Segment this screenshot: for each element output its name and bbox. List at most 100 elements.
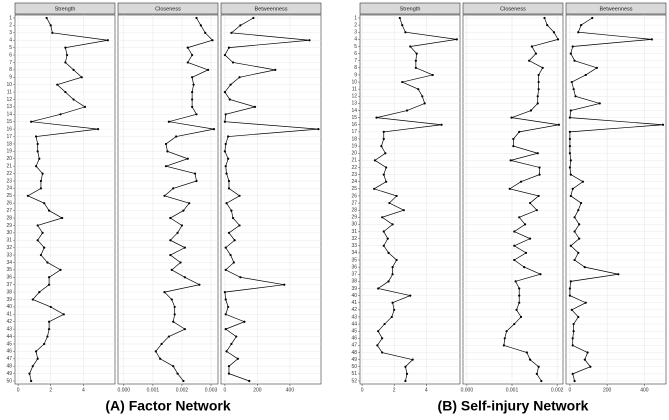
point [573,258,576,262]
point [243,320,246,323]
y-tick-label: 25 [351,186,357,192]
point [46,261,49,264]
y-tick-label: 31 [6,238,12,244]
point [519,180,523,183]
point [227,365,231,368]
y-tick-label: 13 [351,101,357,107]
point [41,172,44,175]
point [431,73,434,77]
point [223,90,227,94]
point [569,194,572,198]
point [227,231,231,234]
point [235,335,238,338]
point [570,308,573,311]
point [584,73,587,77]
point [617,273,620,276]
point [579,24,583,27]
point [528,201,532,205]
point [179,261,182,264]
point [523,266,526,269]
point [577,209,580,212]
x-tick-label: 400 [286,387,295,393]
point [28,372,31,375]
point [96,128,100,131]
y-tick-label: 12 [6,97,12,103]
point [159,357,162,360]
point [238,224,241,227]
point [573,230,576,233]
y-tick-label: 10 [351,79,357,85]
facet-label: Betweenness [599,6,632,12]
y-tick-label: 31 [351,229,357,235]
point [388,201,391,205]
point [409,45,412,48]
point [382,173,385,176]
point [377,287,380,290]
point [391,266,394,269]
point [204,31,207,34]
point [373,187,376,190]
point [224,268,227,271]
point [595,66,599,69]
point [61,216,64,220]
point [568,137,572,141]
point [584,301,587,304]
point [173,313,176,316]
y-tick-label: 49 [351,357,357,363]
point [528,237,532,240]
point [223,150,227,153]
point [573,59,576,62]
point [508,187,511,190]
point [382,230,385,233]
point [191,90,194,94]
y-tick-label: 46 [6,349,12,355]
y-tick-label: 48 [6,364,12,370]
y-tick-label: 24 [351,179,357,185]
y-tick-label: 41 [351,300,357,306]
point [26,194,29,197]
point [183,276,186,279]
y-tick-label: 43 [351,314,357,320]
y-tick-label: 18 [351,136,357,142]
point [62,313,65,316]
point [577,251,580,254]
point [39,179,43,183]
point [45,16,48,20]
point [238,194,241,197]
point [541,66,544,69]
point [64,90,67,94]
point [47,283,51,286]
y-tick-label: 35 [6,267,12,273]
y-tick-label: 8 [9,67,12,73]
y-tick-label: 3 [354,30,357,36]
line [224,17,319,382]
point [572,88,575,91]
y-tick-label: 25 [6,193,12,199]
point [512,137,515,141]
point [572,322,575,326]
point [571,45,574,48]
point [186,46,189,49]
y-tick-label: 2 [9,23,12,29]
y-tick-label: 36 [6,275,12,281]
y-tick-label: 50 [351,364,357,370]
point [224,246,227,249]
point [440,123,443,126]
y-tick-label: 33 [351,243,357,249]
point [207,68,210,71]
point [586,351,589,354]
point [375,116,378,119]
y-tick-label: 23 [6,178,12,184]
point [227,305,230,309]
point [385,166,388,169]
point [509,159,512,162]
point [172,187,175,190]
point [383,322,386,326]
point [39,253,43,257]
y-tick-label: 30 [351,222,357,228]
point [36,357,39,360]
point [502,344,505,347]
point [569,280,572,283]
point [540,379,543,383]
point [49,24,52,27]
